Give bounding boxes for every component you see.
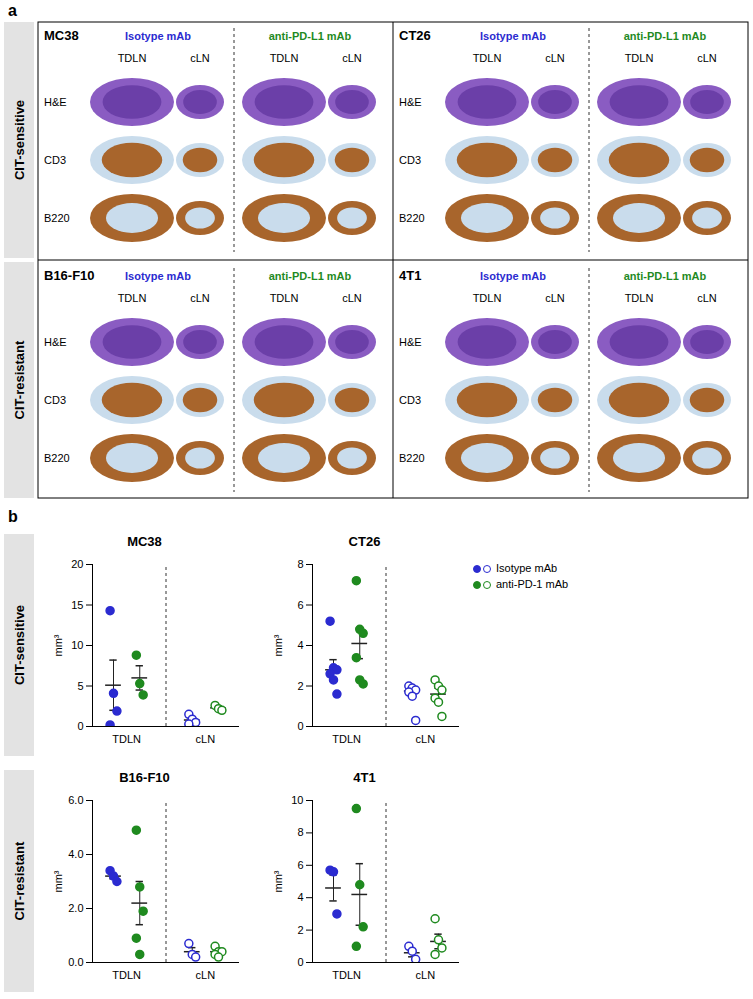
svg-text:CD3: CD3 [44, 394, 66, 406]
svg-text:0: 0 [297, 956, 303, 968]
svg-text:Isotype mAb: Isotype mAb [125, 270, 191, 282]
svg-text:CIT-resistant: CIT-resistant [12, 340, 27, 419]
svg-text:cLN: cLN [697, 52, 717, 64]
svg-text:B220: B220 [44, 452, 70, 464]
svg-text:H&E: H&E [399, 336, 422, 348]
svg-text:cLN: cLN [196, 969, 216, 981]
svg-text:8: 8 [297, 826, 303, 838]
svg-text:anti-PD-L1 mAb: anti-PD-L1 mAb [269, 270, 352, 282]
html-text:B16-F10: B16-F10 [119, 770, 170, 785]
svg-text:H&E: H&E [44, 96, 67, 108]
svg-text:TDLN: TDLN [112, 969, 141, 981]
svg-text:TDLN: TDLN [112, 733, 141, 745]
svg-text:15: 15 [71, 599, 83, 611]
svg-text:H&E: H&E [44, 336, 67, 348]
svg-text:Isotype mAb: Isotype mAb [480, 30, 546, 42]
html-text:4T1: 4T1 [353, 770, 376, 785]
svg-text:cLN: cLN [196, 733, 216, 745]
svg-text:cLN: cLN [342, 292, 362, 304]
svg-text:Isotype mAb: Isotype mAb [480, 270, 546, 282]
svg-text:CD3: CD3 [399, 394, 421, 406]
svg-text:cLN: cLN [416, 733, 436, 745]
svg-text:TDLN: TDLN [625, 292, 654, 304]
html-text:Isotype mAb: Isotype mAb [496, 562, 558, 574]
svg-text:mm³: mm³ [52, 870, 64, 892]
svg-text:mm³: mm³ [272, 634, 284, 656]
svg-text:mm³: mm³ [272, 870, 284, 892]
svg-text:20: 20 [71, 558, 83, 570]
svg-text:cLN: cLN [190, 292, 210, 304]
html-text:anti-PD-1 mAb: anti-PD-1 mAb [496, 578, 569, 590]
svg-text:cLN: cLN [697, 292, 717, 304]
svg-text:B220: B220 [44, 212, 70, 224]
svg-text:anti-PD-L1 mAb: anti-PD-L1 mAb [269, 30, 352, 42]
svg-text:TDLN: TDLN [118, 52, 147, 64]
svg-text:0.0: 0.0 [68, 956, 83, 968]
svg-text:cLN: cLN [416, 969, 436, 981]
svg-text:B16-F10: B16-F10 [44, 268, 95, 283]
svg-text:Isotype mAb: Isotype mAb [125, 30, 191, 42]
svg-text:6: 6 [297, 859, 303, 871]
svg-text:B220: B220 [399, 212, 425, 224]
svg-text:MC38: MC38 [44, 28, 79, 43]
svg-text:TDLN: TDLN [473, 52, 502, 64]
svg-text:CD3: CD3 [44, 154, 66, 166]
html-text:CT26: CT26 [348, 534, 381, 549]
svg-text:TDLN: TDLN [118, 292, 147, 304]
svg-text:CD3: CD3 [399, 154, 421, 166]
svg-text:CIT-resistant: CIT-resistant [12, 841, 27, 920]
svg-text:B220: B220 [399, 452, 425, 464]
svg-text:2.0: 2.0 [68, 902, 83, 914]
svg-text:CIT-sensitive: CIT-sensitive [12, 605, 27, 685]
svg-text:TDLN: TDLN [332, 733, 361, 745]
svg-text:H&E: H&E [399, 96, 422, 108]
svg-text:TDLN: TDLN [473, 292, 502, 304]
svg-text:CT26: CT26 [399, 28, 431, 43]
svg-text:a: a [8, 2, 17, 19]
svg-text:4: 4 [297, 639, 303, 651]
svg-text:5: 5 [77, 680, 83, 692]
svg-text:CIT-sensitive: CIT-sensitive [12, 100, 27, 180]
svg-text:4T1: 4T1 [399, 268, 421, 283]
svg-text:10: 10 [71, 639, 83, 651]
svg-text:2: 2 [297, 924, 303, 936]
svg-text:TDLN: TDLN [332, 969, 361, 981]
svg-text:2: 2 [297, 680, 303, 692]
svg-text:cLN: cLN [545, 52, 565, 64]
svg-text:anti-PD-L1 mAb: anti-PD-L1 mAb [624, 270, 707, 282]
svg-text:0: 0 [297, 720, 303, 732]
svg-text:10: 10 [291, 794, 303, 806]
svg-text:0: 0 [77, 720, 83, 732]
html-text:b: b [8, 508, 18, 525]
svg-text:anti-PD-L1 mAb: anti-PD-L1 mAb [624, 30, 707, 42]
svg-text:TDLN: TDLN [270, 52, 299, 64]
svg-text:cLN: cLN [342, 52, 362, 64]
svg-text:cLN: cLN [190, 52, 210, 64]
svg-text:6.0: 6.0 [68, 794, 83, 806]
svg-text:4.0: 4.0 [68, 848, 83, 860]
svg-text:4: 4 [297, 891, 303, 903]
svg-text:6: 6 [297, 599, 303, 611]
svg-text:8: 8 [297, 558, 303, 570]
svg-text:TDLN: TDLN [625, 52, 654, 64]
svg-text:TDLN: TDLN [270, 292, 299, 304]
html-text:MC38: MC38 [127, 534, 162, 549]
svg-text:cLN: cLN [545, 292, 565, 304]
svg-text:mm³: mm³ [52, 634, 64, 656]
